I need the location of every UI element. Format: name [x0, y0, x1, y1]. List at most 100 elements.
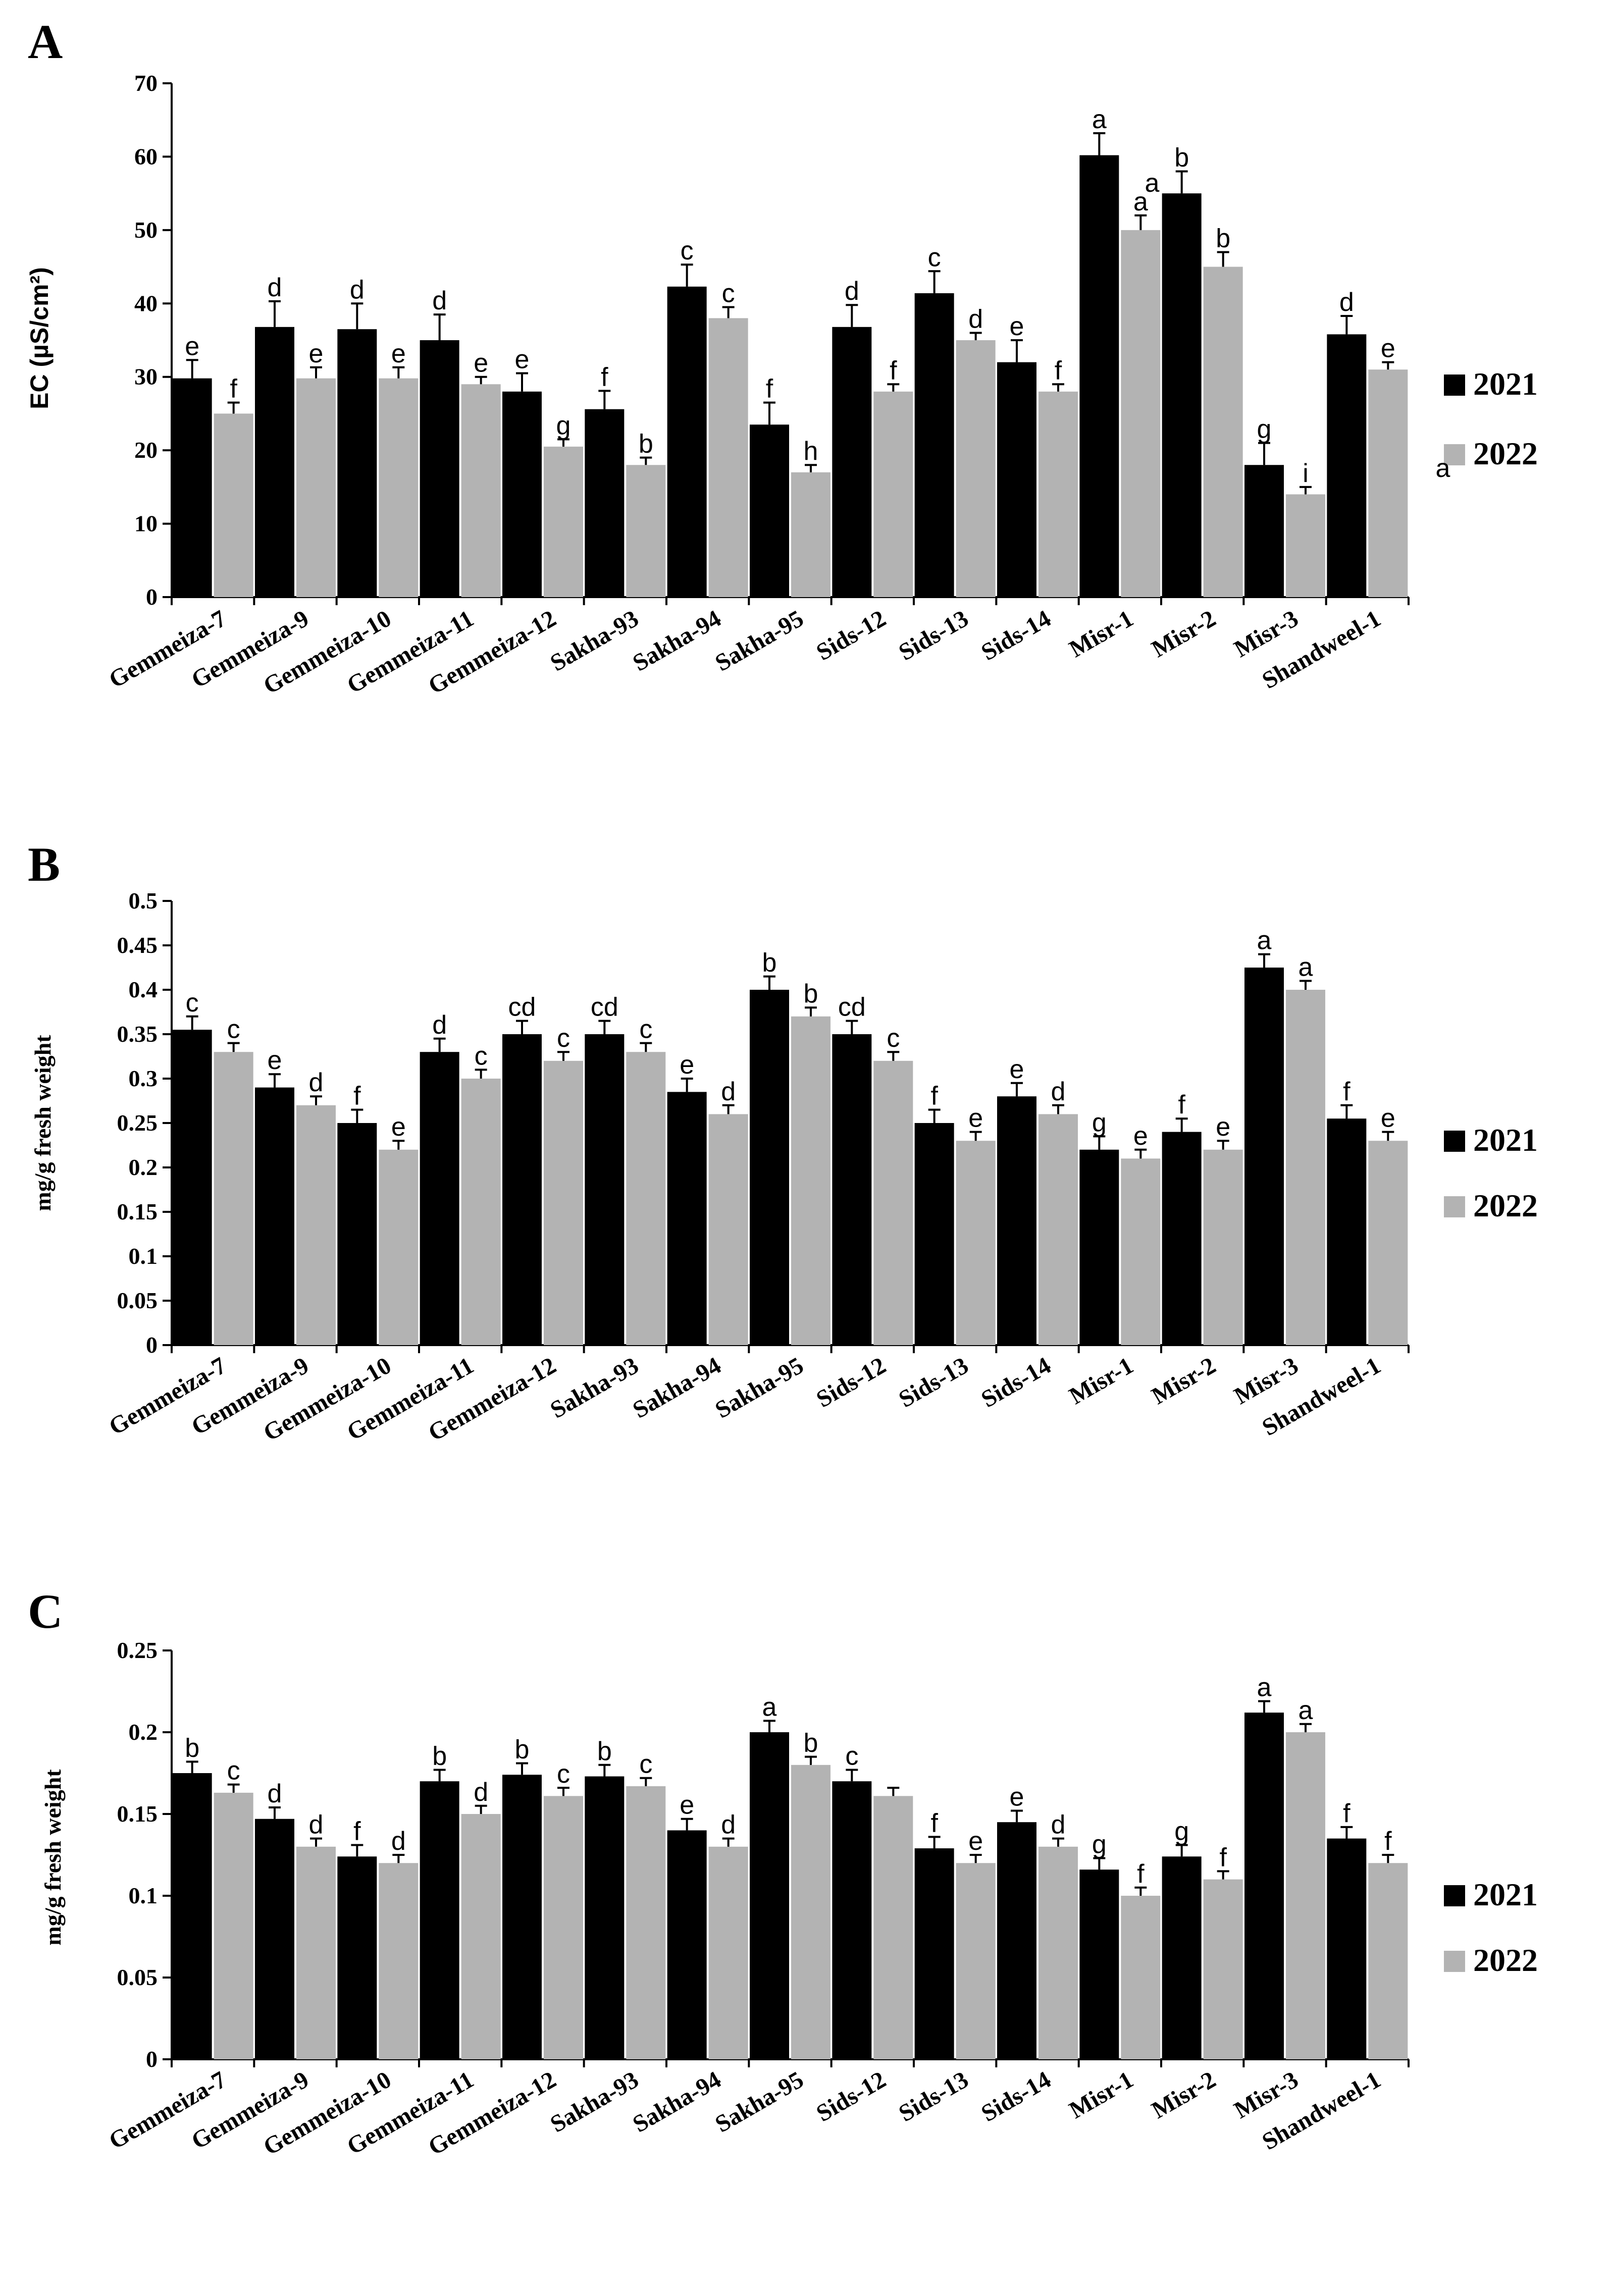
- significance-letter: d: [391, 1827, 406, 1856]
- y-tick-label: 0.1: [129, 1883, 158, 1908]
- significance-letter: c: [227, 1015, 240, 1044]
- significance-letter: cd: [591, 993, 618, 1022]
- x-tick-label: Sids-12: [812, 1352, 891, 1413]
- significance-letter: d: [845, 277, 859, 306]
- legend-swatch-2022: [1444, 1951, 1465, 1972]
- bar-2022: [1203, 1149, 1243, 1345]
- legend: 2021 2022: [1444, 1877, 1538, 1978]
- x-tick-label: Sids-14: [977, 605, 1056, 666]
- significance-letter: c: [639, 1015, 652, 1044]
- bar-2021: [585, 1034, 625, 1345]
- bar-2022: [1121, 1158, 1161, 1345]
- significance-letter: f: [1137, 1859, 1145, 1889]
- bar-2022: [1121, 230, 1161, 597]
- x-tick-label: Sakha-93: [546, 1352, 643, 1424]
- y-tick-label: 0.15: [117, 1199, 158, 1224]
- significance-letter: e: [1381, 334, 1395, 363]
- chart-panel-a: AEC (µS/cm²)010203040506070efGemmeiza-7d…: [25, 15, 1538, 700]
- x-tick-label: Misr-1: [1065, 1352, 1138, 1410]
- y-tick-label: 70: [134, 70, 158, 96]
- bar-2021: [172, 378, 212, 597]
- significance-letter: d: [474, 1778, 488, 1807]
- bar-2021: [914, 293, 954, 597]
- y-axis-label: mg/g fresh weight: [40, 1769, 66, 1946]
- y-tick-label: 0.35: [117, 1021, 158, 1047]
- significance-letter: d: [309, 1068, 324, 1097]
- significance-letter: b: [804, 979, 818, 1008]
- legend-swatch-2021: [1444, 1131, 1465, 1152]
- significance-letter: d: [1051, 1810, 1066, 1840]
- bar-2021: [172, 1030, 212, 1345]
- legend: 2021 2022: [1444, 366, 1538, 471]
- x-tick-label: Sakha-94: [628, 2066, 725, 2138]
- panel-letter: B: [28, 837, 60, 891]
- significance-letter: b: [515, 1735, 530, 1765]
- x-tick-label: Sakha-95: [711, 2066, 808, 2138]
- significance-letter: b: [185, 1733, 199, 1763]
- bar-2021: [585, 1776, 625, 2059]
- x-tick-label: Sids-14: [977, 2066, 1056, 2127]
- bar-2021: [1162, 193, 1202, 598]
- bar-2022: [791, 1765, 830, 2059]
- annotation-letter: a: [1436, 454, 1450, 483]
- x-tick-label: Misr-2: [1147, 2066, 1220, 2124]
- significance-letter: e: [474, 349, 488, 378]
- x-tick-label: Misr-2: [1147, 1352, 1220, 1410]
- significance-letter: e: [1216, 1112, 1230, 1142]
- legend-label-2021: 2021: [1473, 1122, 1538, 1158]
- significance-letter: d: [432, 1010, 447, 1040]
- bar-2021: [420, 340, 459, 597]
- significance-letter: d: [350, 275, 365, 304]
- bar-2022: [379, 1149, 419, 1345]
- bar-2021: [1244, 1713, 1284, 2059]
- significance-letter: d: [309, 1810, 324, 1840]
- x-tick-label: Sakha-94: [628, 1352, 725, 1424]
- bar-2021: [997, 1822, 1036, 2059]
- bar-2021: [1162, 1132, 1202, 1345]
- significance-letter: e: [968, 1104, 983, 1133]
- y-tick-label: 60: [134, 143, 158, 169]
- significance-letter: e: [515, 345, 530, 374]
- x-tick-label: Sakha-94: [628, 605, 725, 677]
- bar-2021: [585, 409, 625, 597]
- bar-2022: [1203, 1879, 1243, 2059]
- y-tick-label: 0.3: [129, 1065, 158, 1091]
- significance-letter: c: [186, 988, 199, 1018]
- bar-2022: [214, 1792, 253, 2059]
- bar-2022: [1038, 391, 1078, 597]
- significance-letter: d: [268, 273, 282, 302]
- significance-letter: g: [556, 411, 571, 440]
- significance-letter: e: [680, 1050, 694, 1080]
- bar-2021: [502, 391, 542, 597]
- y-tick-label: 0.05: [117, 1288, 158, 1313]
- y-tick-label: 0: [146, 584, 158, 610]
- bar-2022: [379, 1863, 419, 2059]
- x-tick-label: Misr-2: [1147, 605, 1220, 663]
- bar-2021: [172, 1773, 212, 2059]
- significance-letter: f: [1384, 1827, 1392, 1856]
- chart-panel-b: Bmg/g fresh weight 0 0.05 0.1 0.15 0.2 0.25 0.3…: [28, 837, 1538, 1447]
- significance-letter: e: [968, 1827, 983, 1856]
- significance-letter: d: [968, 304, 983, 334]
- y-tick-label: 0.25: [117, 1637, 158, 1663]
- bar-2021: [1079, 1149, 1119, 1345]
- bar-2022: [1368, 1141, 1408, 1345]
- bar-2022: [791, 1016, 830, 1345]
- significance-letter: e: [1133, 1122, 1148, 1151]
- significance-letter: b: [639, 430, 653, 459]
- y-tick-label: 0.5: [129, 888, 158, 914]
- significance-letter: c: [227, 1756, 240, 1786]
- legend-swatch-2021: [1444, 375, 1465, 396]
- y-tick-label: 0.1: [129, 1243, 158, 1269]
- bar-2022: [956, 1863, 996, 2059]
- y-tick-label: 20: [134, 437, 158, 463]
- significance-letter: e: [185, 332, 199, 361]
- significance-letter: f: [890, 356, 897, 385]
- bar-2021: [1244, 968, 1284, 1345]
- significance-letter: g: [1092, 1108, 1107, 1137]
- bar-2021: [914, 1848, 954, 2059]
- significance-letter: f: [601, 362, 608, 392]
- y-tick-label: 10: [134, 511, 158, 537]
- y-tick-label: 40: [134, 290, 158, 316]
- y-tick-label: 0: [146, 2046, 158, 2072]
